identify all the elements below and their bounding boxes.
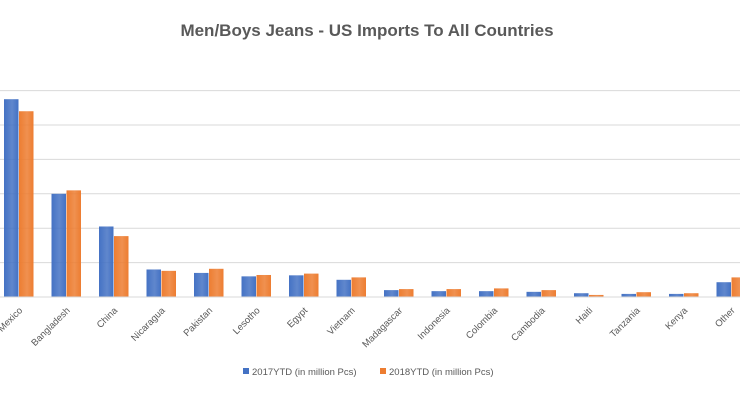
x-tick-label: Mexico (0, 305, 25, 334)
gridlines (0, 90, 740, 264)
bar-2017-haiti (574, 293, 589, 297)
bar-2017-vietnam (336, 279, 351, 297)
bar-2018-kenya (684, 293, 699, 297)
x-tick-label: Madagascar (360, 305, 405, 350)
x-tick-label: Vietnam (325, 305, 357, 337)
x-tick-label: Cambodia (509, 305, 548, 344)
bar-2017-lesotho (241, 276, 256, 297)
bar-2017-mexico (4, 99, 19, 297)
bar-2018-tanzania (636, 292, 651, 297)
legend-swatch-2017 (243, 368, 249, 374)
bar-2017-tanzania (621, 293, 636, 297)
bar-2017-colombia (479, 291, 494, 297)
bar-2018-indonesia (446, 289, 461, 297)
x-tick-label: Haiti (574, 305, 595, 326)
bar-2017-pakistan (194, 272, 209, 297)
bar-2018-vietnam (351, 277, 366, 297)
x-tick-label: Lesotho (231, 305, 263, 337)
chart-title: Men/Boys Jeans - US Imports To All Count… (180, 21, 553, 40)
x-tick-label: Bangladesh (29, 305, 72, 348)
bar-2018-madagascar (399, 289, 414, 297)
bar-2018-cambodia (541, 290, 556, 297)
x-tick-label: Kenya (663, 305, 690, 332)
bar-2018-mexico (19, 111, 34, 298)
bar-2017-kenya (669, 293, 684, 297)
bar-2018-nicaragua (161, 270, 176, 297)
legend: 2017YTD (in million Pcs) 2018YTD (in mill… (243, 367, 494, 378)
bar-2017-china (99, 226, 114, 297)
x-tick-label: Pakistan (182, 305, 216, 339)
legend-label-2017: 2017YTD (in million Pcs) (252, 367, 357, 378)
bars (4, 99, 740, 298)
bar-2017-other (716, 282, 731, 297)
bar-2017-indonesia (431, 291, 446, 297)
bar-2018-lesotho (256, 274, 271, 297)
bar-2017-madagascar (384, 290, 399, 297)
x-tick-label: China (95, 305, 121, 331)
x-tick-labels: Mexico Bangladesh China Nicaragua Pakistan Le… (0, 305, 738, 350)
x-tick-label: Tanzania (608, 305, 643, 340)
x-tick-label: Indonesia (416, 305, 453, 342)
x-tick-label: Egypt (285, 305, 310, 330)
bar-2018-china (114, 236, 129, 297)
x-tick-label: Other (713, 305, 738, 330)
bar-2017-bangladesh (51, 193, 66, 297)
x-tick-label: Colombia (464, 305, 501, 342)
legend-swatch-2018 (380, 368, 386, 374)
bar-2017-nicaragua (146, 269, 161, 297)
bar-2018-haiti (589, 294, 604, 297)
bar-2018-pakistan (209, 268, 224, 297)
legend-label-2018: 2018YTD (in million Pcs) (389, 367, 494, 378)
x-tick-label: Nicaragua (129, 305, 168, 344)
bar-2017-cambodia (526, 291, 541, 297)
bar-2018-egypt (304, 273, 319, 297)
bar-2017-egypt (289, 275, 304, 297)
bar-2018-bangladesh (66, 190, 81, 297)
bar-2018-other (731, 277, 740, 297)
bar-2018-colombia (494, 288, 509, 297)
